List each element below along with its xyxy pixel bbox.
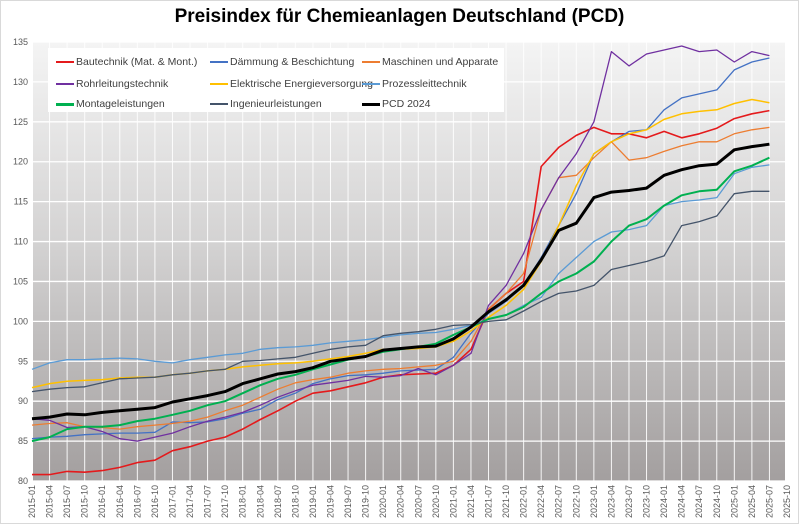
series-line-0: [32, 109, 770, 476]
series-line-8: [31, 142, 770, 421]
x-tick-label: 2016-04: [115, 485, 125, 518]
y-tick-label: 90: [18, 396, 28, 406]
x-tick-label: 2015-01: [27, 485, 37, 518]
legend-swatch: [56, 61, 74, 63]
legend-item: Montageleistungen: [56, 98, 165, 110]
x-tick-label: 2022-10: [571, 485, 581, 518]
x-tick-label: 2021-01: [448, 485, 458, 518]
x-tick-label: 2016-07: [132, 485, 142, 518]
x-tick-label: 2018-07: [273, 485, 283, 518]
chart-title: Preisindex für Chemieanlagen Deutschland…: [174, 6, 625, 27]
x-tick-label: 2020-07: [413, 485, 423, 518]
y-tick-label: 130: [13, 77, 28, 87]
y-tick-label: 100: [13, 316, 28, 326]
x-tick-label: 2023-07: [624, 485, 634, 518]
x-tick-label: 2025-10: [782, 485, 792, 518]
x-tick-label: 2020-10: [431, 485, 441, 518]
legend-swatch: [210, 103, 228, 105]
x-tick-label: 2024-07: [694, 485, 704, 518]
legend-label: Elektrische Energieversorgung: [230, 78, 373, 90]
legend-item: Bautechnik (Mat. & Mont.): [56, 56, 197, 68]
x-tick-label: 2022-04: [536, 485, 546, 518]
x-tick-label: 2021-04: [466, 485, 476, 518]
legend-swatch: [56, 102, 74, 106]
y-tick-label: 85: [18, 436, 28, 446]
legend-label: Dämmung & Beschichtung: [230, 56, 355, 68]
legend-swatch: [210, 83, 228, 85]
x-tick-label: 2017-07: [203, 485, 213, 518]
legend-label: Bautechnik (Mat. & Mont.): [76, 56, 198, 68]
x-tick-label: 2021-10: [501, 485, 511, 518]
x-tick-label: 2020-04: [396, 485, 406, 518]
x-tick-label: 2018-10: [290, 485, 300, 518]
legend-label: Rohrleitungstechnik: [76, 78, 169, 90]
legend-label: Maschinen und Apparate: [382, 56, 499, 68]
x-tick-label: 2022-07: [554, 485, 564, 518]
x-tick-label: 2017-10: [220, 485, 230, 518]
x-tick-label: 2019-07: [343, 485, 353, 518]
x-tick-label: 2018-04: [255, 485, 265, 518]
y-tick-label: 135: [13, 37, 28, 47]
x-tick-label: 2017-01: [167, 485, 177, 518]
x-tick-label: 2024-04: [677, 485, 687, 518]
x-tick-label: 2017-04: [185, 485, 195, 518]
x-tick-label: 2020-01: [378, 485, 388, 518]
x-tick-label: 2022-01: [519, 485, 529, 518]
x-tick-label: 2023-10: [642, 485, 652, 518]
legend-swatch: [56, 83, 74, 85]
x-tick-label: 2025-04: [747, 485, 757, 518]
x-tick-label: 2019-04: [325, 485, 335, 518]
x-tick-label: 2018-01: [238, 485, 248, 518]
legend-swatch: [362, 61, 380, 63]
x-tick-label: 2021-07: [484, 485, 494, 518]
x-tick-label: 2016-10: [150, 485, 160, 518]
legend-swatch: [210, 61, 228, 63]
legend-swatch: [362, 102, 380, 106]
legend-item: Dämmung & Beschichtung: [210, 56, 354, 68]
legend-item: Elektrische Energieversorgung: [210, 78, 373, 90]
x-tick-label: 2019-01: [308, 485, 318, 518]
legend-swatch: [362, 83, 380, 85]
x-tick-label: 2024-10: [712, 485, 722, 518]
series-line-3: [31, 45, 770, 442]
y-tick-label: 115: [14, 197, 28, 207]
y-tick-label: 110: [14, 237, 28, 247]
legend-label: Ingenieurleistungen: [230, 98, 322, 110]
legend-label: Montageleistungen: [76, 98, 165, 110]
y-tick-label: 80: [18, 476, 28, 486]
x-tick-label: 2015-07: [62, 485, 72, 518]
legend-item: PCD 2024: [362, 98, 430, 110]
series-line-5: [31, 164, 770, 370]
y-tick-label: 95: [18, 356, 28, 366]
y-tick-label: 120: [13, 157, 28, 167]
legend-item: Maschinen und Apparate: [362, 56, 498, 68]
legend: Bautechnik (Mat. & Mont.) Dämmung & Besch…: [48, 48, 504, 112]
x-tick-label: 2023-04: [606, 485, 616, 518]
x-tick-label: 2015-10: [80, 485, 90, 518]
legend-label: PCD 2024: [382, 98, 431, 110]
x-tick-label: 2025-07: [764, 485, 774, 518]
legend-item: Prozessleittechnik: [362, 78, 467, 90]
x-tick-label: 2024-01: [659, 485, 669, 518]
series-line-7: [31, 190, 770, 393]
x-tick-label: 2019-10: [361, 485, 371, 518]
x-tick-label: 2016-01: [97, 485, 107, 518]
y-tick-label: 125: [13, 117, 28, 127]
x-tick-label: 2023-01: [589, 485, 599, 518]
legend-item: Ingenieurleistungen: [210, 98, 322, 110]
y-tick-label: 105: [13, 276, 28, 286]
x-tick-label: 2015-04: [45, 485, 55, 518]
legend-label: Prozessleittechnik: [382, 78, 467, 90]
legend-item: Rohrleitungstechnik: [56, 78, 168, 90]
series-line-2: [31, 126, 770, 430]
x-tick-label: 2025-01: [729, 485, 739, 518]
